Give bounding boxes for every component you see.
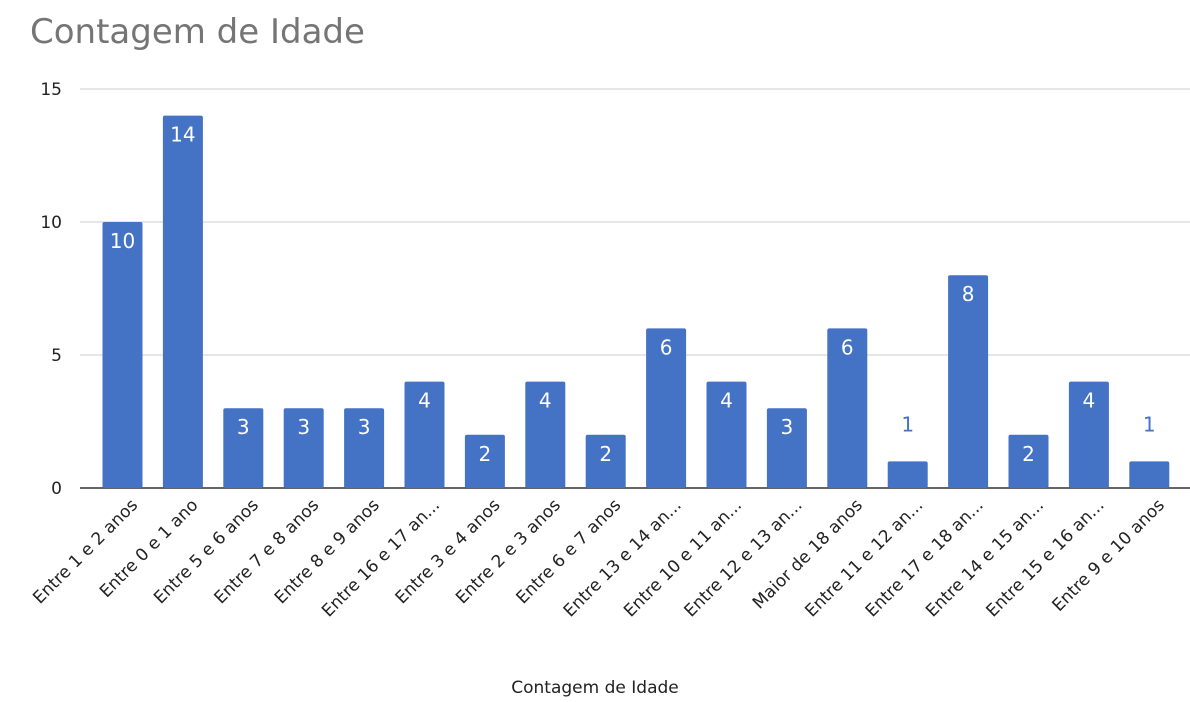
bar	[162, 115, 203, 488]
data-label: 8	[962, 282, 975, 306]
x-category-label: Maior de 18 anos	[749, 495, 867, 613]
x-category-label: Entre 11 e 12 an...	[801, 495, 927, 621]
bar	[102, 222, 143, 488]
x-category-label: Entre 17 e 18 an...	[862, 495, 988, 621]
data-label: 4	[720, 389, 733, 413]
x-category-label: Entre 1 e 2 anos	[29, 495, 142, 608]
x-category-label: Entre 14 e 15 an...	[922, 495, 1048, 621]
data-label: 2	[599, 442, 612, 466]
bar	[464, 434, 505, 488]
bar	[223, 408, 264, 488]
y-axis-ticks: 0 5 10 15	[40, 80, 62, 499]
x-category-label: Entre 9 e 10 anos	[1048, 495, 1168, 615]
bars	[102, 115, 1170, 488]
data-label: 3	[237, 415, 250, 439]
bar	[283, 408, 324, 488]
y-tick-label: 5	[51, 346, 62, 366]
x-category-label: Entre 16 e 17 an...	[318, 495, 444, 621]
x-category-label: Entre 6 e 7 anos	[513, 495, 626, 608]
x-category-label: Entre 7 e 8 anos	[211, 495, 324, 608]
x-category-label: Entre 10 e 11 an...	[620, 495, 746, 621]
bar	[887, 461, 928, 488]
data-label: 3	[297, 415, 310, 439]
bar	[766, 408, 807, 488]
x-category-label: Entre 2 e 3 anos	[452, 495, 565, 608]
bar	[948, 275, 989, 488]
chart-title: Contagem de Idade	[30, 12, 365, 52]
data-label: 2	[479, 442, 492, 466]
data-label: 4	[539, 389, 552, 413]
data-label: 6	[660, 335, 673, 359]
data-label: 10	[110, 229, 135, 253]
data-label: 3	[358, 415, 371, 439]
bar	[827, 328, 868, 488]
data-label: 4	[418, 389, 431, 413]
x-category-label: Entre 5 e 6 anos	[150, 495, 263, 608]
data-label: 1	[1143, 412, 1156, 436]
bar	[1008, 434, 1049, 488]
bar	[646, 328, 687, 488]
data-label: 2	[1022, 442, 1035, 466]
data-label: 4	[1083, 389, 1096, 413]
bar	[404, 381, 445, 488]
x-category-label: Entre 3 e 4 anos	[392, 495, 505, 608]
bar	[1068, 381, 1109, 488]
data-label: 6	[841, 335, 854, 359]
x-category-label: Entre 13 e 14 an...	[560, 495, 686, 621]
x-axis-title: Contagem de Idade	[511, 678, 679, 698]
data-label: 14	[170, 123, 195, 147]
data-label: 1	[901, 412, 914, 436]
x-category-label: Entre 8 e 9 anos	[271, 495, 384, 608]
x-category-label: Entre 15 e 16 an...	[983, 495, 1109, 621]
bar	[585, 434, 626, 488]
bar	[525, 381, 566, 488]
bar	[344, 408, 385, 488]
bar	[1129, 461, 1170, 488]
data-label: 3	[781, 415, 794, 439]
x-category-label: Entre 12 e 13 an...	[681, 495, 807, 621]
data-labels: 10 14 3 3 3 4 2 4 2 6 4 3 6 1 8 2 4 1	[110, 123, 1156, 466]
y-tick-label: 10	[40, 213, 62, 233]
bar	[706, 381, 747, 488]
y-tick-label: 15	[40, 80, 62, 100]
gridlines	[80, 88, 1190, 489]
y-tick-label: 0	[51, 479, 62, 499]
